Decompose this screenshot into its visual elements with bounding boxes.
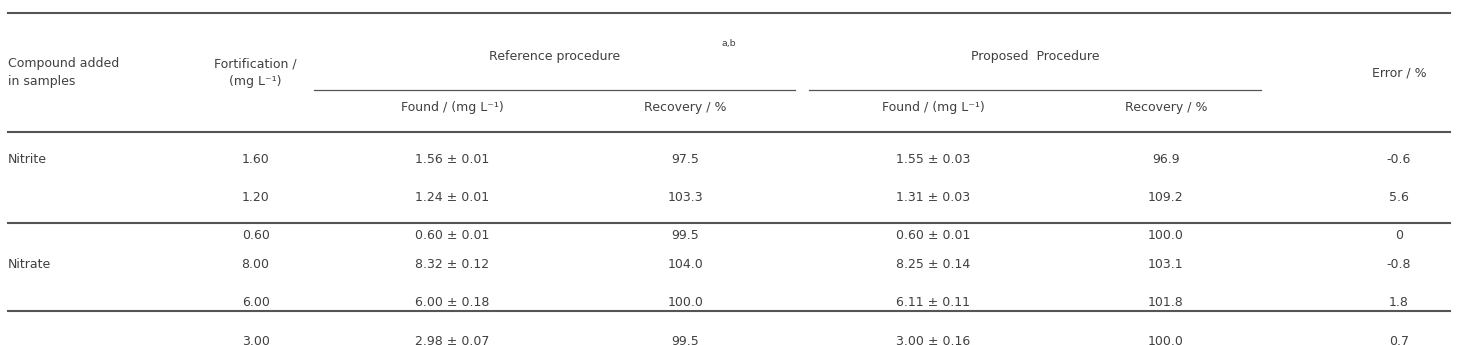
Text: Nitrite: Nitrite xyxy=(7,152,47,166)
Text: 6.00: 6.00 xyxy=(242,296,270,309)
Text: -0.6: -0.6 xyxy=(1387,152,1411,166)
Text: 8.32 ± 0.12: 8.32 ± 0.12 xyxy=(416,258,490,271)
Text: 6.00 ± 0.18: 6.00 ± 0.18 xyxy=(416,296,490,309)
Text: 0.7: 0.7 xyxy=(1389,335,1408,345)
Text: Found / (mg L⁻¹): Found / (mg L⁻¹) xyxy=(401,101,503,114)
Text: 1.60: 1.60 xyxy=(242,152,270,166)
Text: Proposed  Procedure: Proposed Procedure xyxy=(971,50,1099,63)
Text: 8.00: 8.00 xyxy=(242,258,270,271)
Text: 1.20: 1.20 xyxy=(242,191,270,204)
Text: Fortification /
(mg L⁻¹): Fortification / (mg L⁻¹) xyxy=(214,57,297,88)
Text: 100.0: 100.0 xyxy=(1147,229,1184,242)
Text: 96.9: 96.9 xyxy=(1152,152,1180,166)
Text: -0.8: -0.8 xyxy=(1387,258,1411,271)
Text: Compound added
in samples: Compound added in samples xyxy=(7,57,120,88)
Text: 101.8: 101.8 xyxy=(1147,296,1184,309)
Text: 109.2: 109.2 xyxy=(1147,191,1184,204)
Text: Reference procedure: Reference procedure xyxy=(488,50,620,63)
Text: 0: 0 xyxy=(1395,229,1403,242)
Text: 100.0: 100.0 xyxy=(1147,335,1184,345)
Text: 3.00 ± 0.16: 3.00 ± 0.16 xyxy=(895,335,970,345)
Text: Recovery / %: Recovery / % xyxy=(1124,101,1207,114)
Text: 1.56 ± 0.01: 1.56 ± 0.01 xyxy=(416,152,490,166)
Text: Found / (mg L⁻¹): Found / (mg L⁻¹) xyxy=(882,101,984,114)
Text: Recovery / %: Recovery / % xyxy=(644,101,726,114)
Text: 103.3: 103.3 xyxy=(668,191,703,204)
Text: 2.98 ± 0.07: 2.98 ± 0.07 xyxy=(416,335,490,345)
Text: 103.1: 103.1 xyxy=(1147,258,1184,271)
Text: 0.60 ± 0.01: 0.60 ± 0.01 xyxy=(895,229,970,242)
Text: 0.60: 0.60 xyxy=(242,229,270,242)
Text: Error / %: Error / % xyxy=(1372,66,1426,79)
Text: a,b: a,b xyxy=(722,39,736,48)
Text: 100.0: 100.0 xyxy=(668,296,703,309)
Text: 6.11 ± 0.11: 6.11 ± 0.11 xyxy=(895,296,970,309)
Text: 5.6: 5.6 xyxy=(1389,191,1408,204)
Text: 99.5: 99.5 xyxy=(672,229,700,242)
Text: 104.0: 104.0 xyxy=(668,258,703,271)
Text: 8.25 ± 0.14: 8.25 ± 0.14 xyxy=(895,258,970,271)
Text: Nitrate: Nitrate xyxy=(7,258,51,271)
Text: 1.24 ± 0.01: 1.24 ± 0.01 xyxy=(416,191,490,204)
Text: 1.8: 1.8 xyxy=(1389,296,1408,309)
Text: 1.31 ± 0.03: 1.31 ± 0.03 xyxy=(895,191,970,204)
Text: 97.5: 97.5 xyxy=(671,152,700,166)
Text: 0.60 ± 0.01: 0.60 ± 0.01 xyxy=(416,229,490,242)
Text: 99.5: 99.5 xyxy=(672,335,700,345)
Text: 3.00: 3.00 xyxy=(242,335,270,345)
Text: 1.55 ± 0.03: 1.55 ± 0.03 xyxy=(895,152,970,166)
